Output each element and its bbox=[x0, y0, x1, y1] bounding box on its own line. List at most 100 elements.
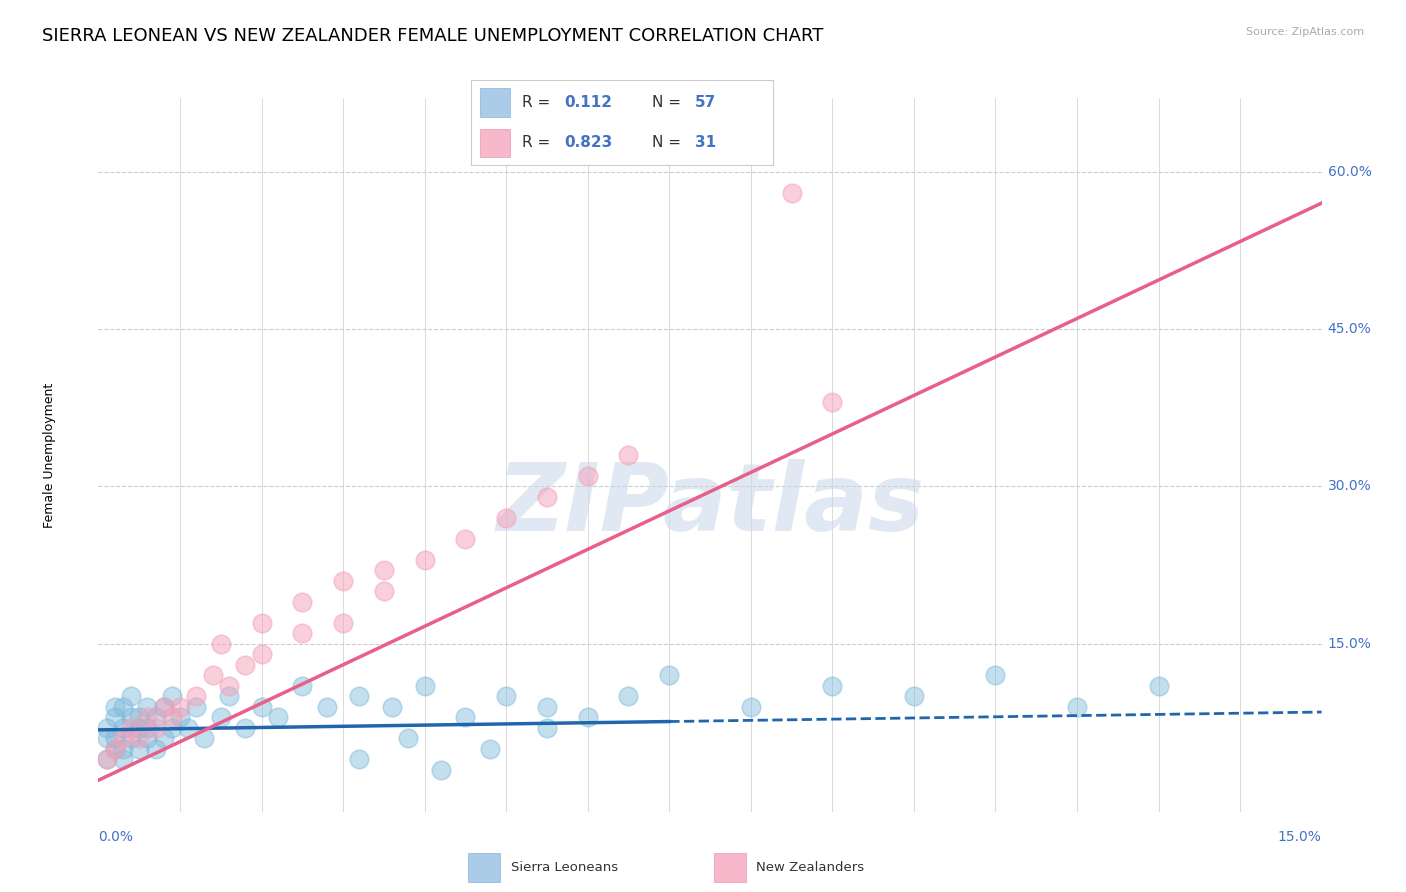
Point bbox=[267, 710, 290, 724]
Point bbox=[903, 690, 925, 704]
Point bbox=[120, 690, 142, 704]
Point bbox=[454, 532, 477, 546]
Point bbox=[152, 731, 174, 746]
Point bbox=[209, 637, 232, 651]
Point bbox=[104, 731, 127, 746]
Point bbox=[454, 710, 477, 724]
Point bbox=[495, 511, 517, 525]
Text: ZIPatlas: ZIPatlas bbox=[496, 458, 924, 551]
Point bbox=[1147, 679, 1170, 693]
Point bbox=[104, 741, 127, 756]
Point bbox=[740, 699, 762, 714]
Point bbox=[104, 699, 127, 714]
Point bbox=[576, 469, 599, 483]
Text: R =: R = bbox=[523, 136, 551, 151]
Point bbox=[413, 553, 436, 567]
Point bbox=[201, 668, 224, 682]
Point bbox=[233, 721, 256, 735]
Bar bbox=[479, 128, 510, 157]
Text: Source: ZipAtlas.com: Source: ZipAtlas.com bbox=[1246, 27, 1364, 37]
Text: New Zealanders: New Zealanders bbox=[756, 861, 865, 874]
Point bbox=[120, 731, 142, 746]
Text: 0.823: 0.823 bbox=[565, 136, 613, 151]
Point bbox=[617, 690, 640, 704]
Point bbox=[576, 710, 599, 724]
Point bbox=[145, 721, 167, 735]
Point bbox=[478, 741, 501, 756]
Point bbox=[152, 699, 174, 714]
Point bbox=[111, 721, 134, 735]
Point bbox=[218, 679, 240, 693]
Text: 0.112: 0.112 bbox=[565, 95, 613, 110]
Point bbox=[96, 752, 118, 766]
Point bbox=[250, 648, 273, 662]
Point bbox=[160, 721, 183, 735]
Point bbox=[780, 186, 803, 200]
Point bbox=[152, 699, 174, 714]
Point bbox=[177, 721, 200, 735]
Point bbox=[111, 731, 134, 746]
Point bbox=[104, 741, 127, 756]
Text: 31: 31 bbox=[695, 136, 716, 151]
Point bbox=[209, 710, 232, 724]
Bar bbox=[714, 854, 745, 881]
Point bbox=[332, 574, 354, 588]
Point bbox=[373, 584, 395, 599]
Point bbox=[111, 741, 134, 756]
Point bbox=[169, 710, 191, 724]
Text: 45.0%: 45.0% bbox=[1327, 322, 1371, 336]
Point bbox=[186, 690, 208, 704]
Text: 60.0%: 60.0% bbox=[1327, 165, 1372, 178]
Point bbox=[120, 721, 142, 735]
Text: 0.0%: 0.0% bbox=[98, 830, 134, 844]
Point bbox=[96, 731, 118, 746]
Point bbox=[291, 626, 314, 640]
Bar bbox=[479, 88, 510, 117]
Text: 15.0%: 15.0% bbox=[1278, 830, 1322, 844]
Point bbox=[128, 731, 150, 746]
Text: Sierra Leoneans: Sierra Leoneans bbox=[510, 861, 617, 874]
Point bbox=[349, 752, 371, 766]
Point bbox=[96, 752, 118, 766]
Point bbox=[984, 668, 1007, 682]
Point bbox=[136, 731, 159, 746]
Point bbox=[413, 679, 436, 693]
Point bbox=[96, 721, 118, 735]
Point bbox=[111, 699, 134, 714]
Point bbox=[536, 699, 558, 714]
Point bbox=[104, 710, 127, 724]
Point bbox=[332, 615, 354, 630]
Point bbox=[128, 710, 150, 724]
Text: 30.0%: 30.0% bbox=[1327, 479, 1371, 493]
Point bbox=[1066, 699, 1088, 714]
Point bbox=[233, 657, 256, 672]
Point bbox=[381, 699, 404, 714]
Point bbox=[136, 710, 159, 724]
Point bbox=[111, 752, 134, 766]
Bar bbox=[468, 854, 501, 881]
Point bbox=[291, 595, 314, 609]
Point bbox=[430, 763, 453, 777]
Text: 57: 57 bbox=[695, 95, 716, 110]
Text: 15.0%: 15.0% bbox=[1327, 637, 1372, 651]
Point bbox=[250, 615, 273, 630]
Point bbox=[291, 679, 314, 693]
Point bbox=[536, 490, 558, 504]
Point bbox=[617, 448, 640, 462]
Point bbox=[169, 699, 191, 714]
Text: R =: R = bbox=[523, 95, 551, 110]
Text: N =: N = bbox=[652, 95, 682, 110]
Point bbox=[128, 741, 150, 756]
Text: N =: N = bbox=[652, 136, 682, 151]
Point bbox=[821, 395, 844, 409]
Point bbox=[120, 710, 142, 724]
Point bbox=[193, 731, 215, 746]
Point bbox=[250, 699, 273, 714]
Point bbox=[136, 699, 159, 714]
Text: SIERRA LEONEAN VS NEW ZEALANDER FEMALE UNEMPLOYMENT CORRELATION CHART: SIERRA LEONEAN VS NEW ZEALANDER FEMALE U… bbox=[42, 27, 824, 45]
Text: Female Unemployment: Female Unemployment bbox=[44, 383, 56, 527]
Point bbox=[658, 668, 681, 682]
Point bbox=[128, 721, 150, 735]
Point bbox=[349, 690, 371, 704]
Point bbox=[145, 710, 167, 724]
